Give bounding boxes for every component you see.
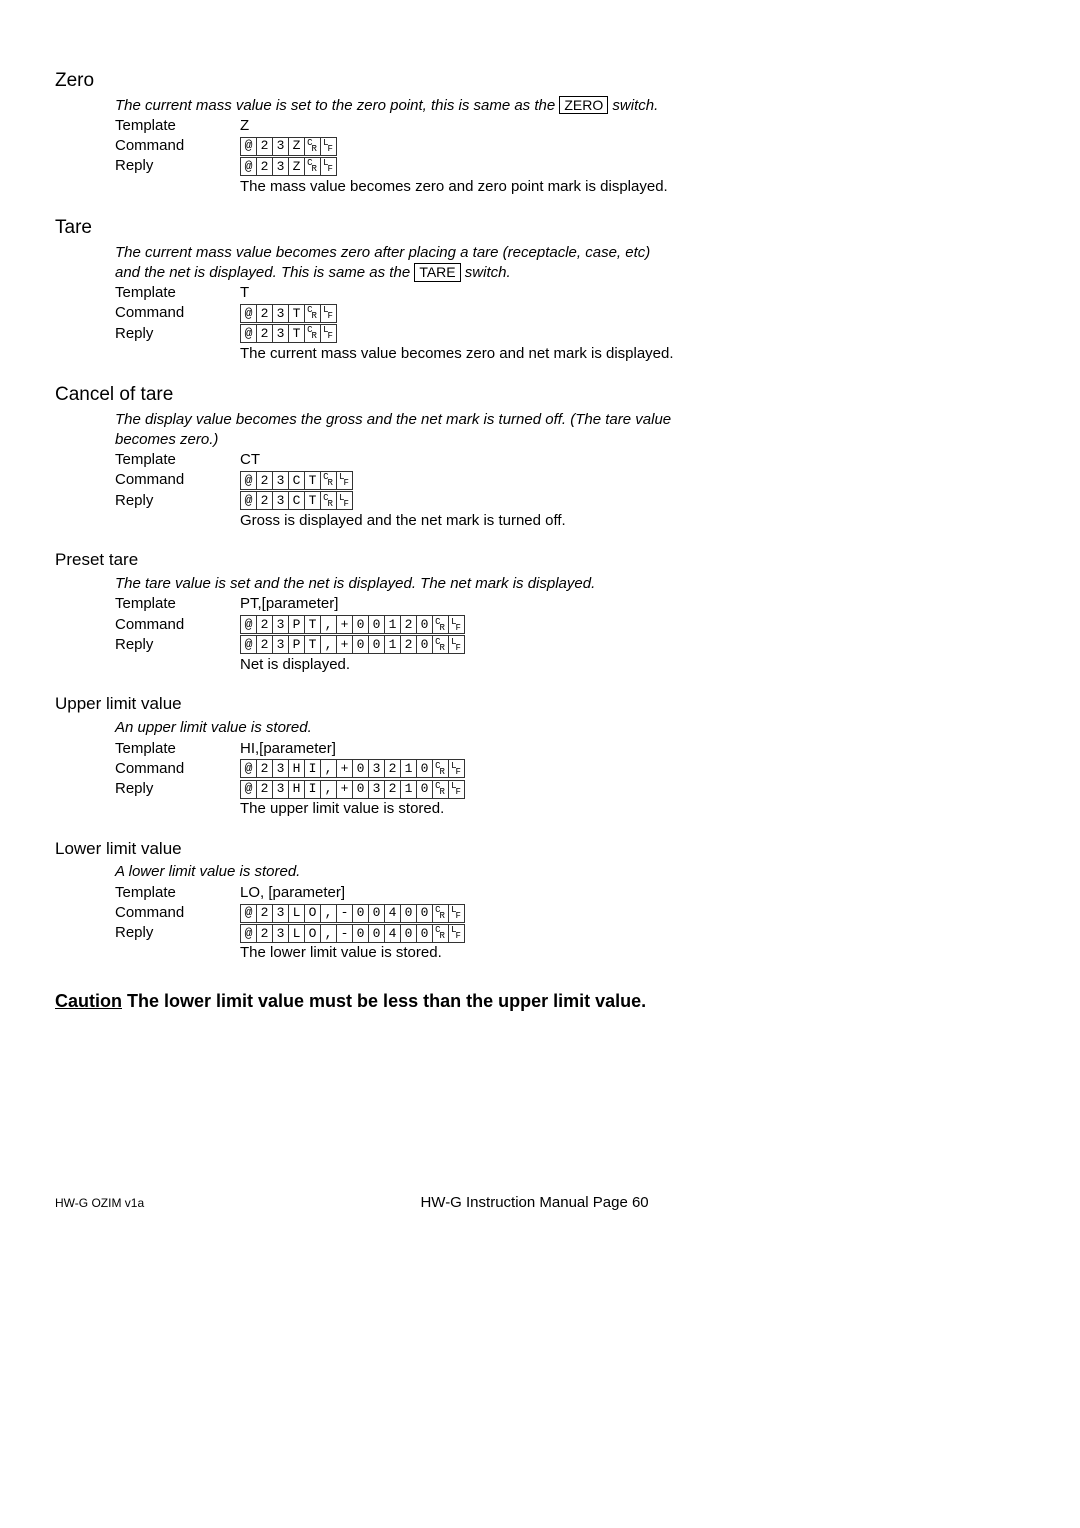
preset-command-label: Command <box>115 615 240 635</box>
cancel-reply-text: Gross is displayed and the net mark is t… <box>240 511 1025 531</box>
lower-command-label: Command <box>115 903 240 923</box>
preset-title: Preset tare <box>55 549 1025 572</box>
preset-desc: The tare value is set and the net is dis… <box>115 574 1025 594</box>
upper-template-label: Template <box>115 739 240 759</box>
tare-desc2-suffix: switch. <box>461 264 511 281</box>
upper-command-label: Command <box>115 759 240 779</box>
lower-desc: A lower limit value is stored. <box>115 862 1025 882</box>
lower-template-value: LO, [parameter] <box>240 883 1025 903</box>
cancel-desc2: becomes zero.) <box>115 430 1025 450</box>
lower-title: Lower limit value <box>55 838 1025 861</box>
tare-template-value: T <box>240 283 1025 303</box>
zero-template-value: Z <box>240 116 1025 136</box>
tare-title: Tare <box>55 215 1025 241</box>
tare-reply-label: Reply <box>115 324 240 344</box>
upper-reply-text: The upper limit value is stored. <box>240 799 1025 819</box>
cancel-template-label: Template <box>115 450 240 470</box>
zero-command-cells: @23ZCRLF <box>240 137 337 156</box>
zero-reply-text: The mass value becomes zero and zero poi… <box>240 177 1025 197</box>
preset-reply-text: Net is displayed. <box>240 655 1025 675</box>
upper-desc: An upper limit value is stored. <box>115 718 1025 738</box>
cancel-template-value: CT <box>240 450 1025 470</box>
tare-command-cells: @23TCRLF <box>240 304 337 323</box>
zero-desc-suffix: switch. <box>608 97 658 114</box>
lower-template-label: Template <box>115 883 240 903</box>
caution-line: Caution The lower limit value must be le… <box>55 989 1025 1013</box>
preset-template-label: Template <box>115 594 240 614</box>
tare-desc1: The current mass value becomes zero afte… <box>115 243 1025 263</box>
lower-reply-cells: @23LO,-00400CRLF <box>240 924 465 943</box>
preset-template-value: PT,[parameter] <box>240 594 1025 614</box>
zero-desc-prefix: The current mass value is set to the zer… <box>115 97 559 114</box>
tare-desc2: and the net is displayed. This is same a… <box>115 263 1025 283</box>
footer-left: HW-G OZIM v1a <box>55 1195 144 1211</box>
cancel-desc1: The display value becomes the gross and … <box>115 410 1025 430</box>
zero-box: ZERO <box>559 96 608 115</box>
cancel-title: Cancel of tare <box>55 382 1025 408</box>
tare-reply-text: The current mass value becomes zero and … <box>240 344 1025 364</box>
preset-reply-cells: @23PT,+00120CRLF <box>240 635 465 654</box>
upper-template-value: HI,[parameter] <box>240 739 1025 759</box>
zero-reply-cells: @23ZCRLF <box>240 157 337 176</box>
footer-center: HW-G Instruction Manual Page 60 <box>420 1193 648 1213</box>
cancel-reply-label: Reply <box>115 491 240 511</box>
tare-box: TARE <box>414 263 460 282</box>
zero-title: Zero <box>55 68 1025 94</box>
tare-template-label: Template <box>115 283 240 303</box>
footer: HW-G OZIM v1a HW-G Instruction Manual Pa… <box>55 1193 1025 1213</box>
upper-command-cells: @23HI,+03210CRLF <box>240 759 465 778</box>
caution-label: Caution <box>55 991 122 1011</box>
preset-command-cells: @23PT,+00120CRLF <box>240 615 465 634</box>
zero-desc: The current mass value is set to the zer… <box>115 96 1025 116</box>
lower-reply-text: The lower limit value is stored. <box>240 943 1025 963</box>
tare-reply-cells: @23TCRLF <box>240 324 337 343</box>
zero-reply-label: Reply <box>115 156 240 176</box>
upper-reply-label: Reply <box>115 779 240 799</box>
cancel-command-cells: @23CTCRLF <box>240 471 353 490</box>
lower-reply-label: Reply <box>115 923 240 943</box>
tare-command-label: Command <box>115 303 240 323</box>
lower-command-cells: @23LO,-00400CRLF <box>240 904 465 923</box>
caution-text: The lower limit value must be less than … <box>122 991 646 1011</box>
cancel-command-label: Command <box>115 470 240 490</box>
zero-template-label: Template <box>115 116 240 136</box>
preset-reply-label: Reply <box>115 635 240 655</box>
upper-reply-cells: @23HI,+03210CRLF <box>240 780 465 799</box>
zero-command-label: Command <box>115 136 240 156</box>
tare-desc2-prefix: and the net is displayed. This is same a… <box>115 264 414 281</box>
upper-title: Upper limit value <box>55 693 1025 716</box>
cancel-reply-cells: @23CTCRLF <box>240 491 353 510</box>
